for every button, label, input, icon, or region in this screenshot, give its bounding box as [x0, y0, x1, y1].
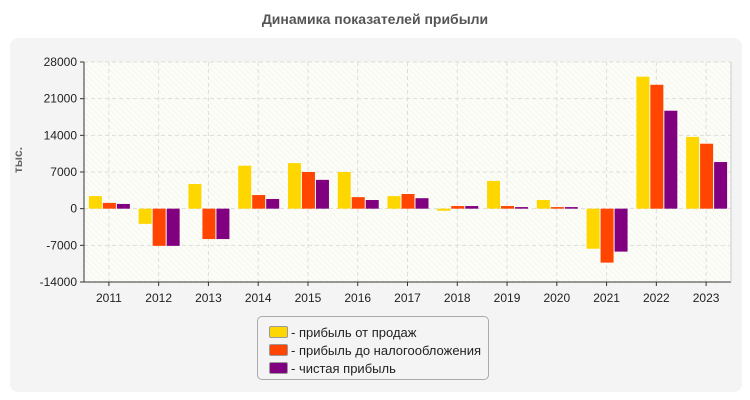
bar [614, 208, 628, 252]
y-tick-label: 7000 [50, 165, 77, 179]
bar [714, 162, 728, 209]
bar [686, 136, 700, 209]
x-tick-label: 2012 [145, 291, 172, 305]
legend: - прибыль от продаж - прибыль до налогоо… [257, 316, 489, 380]
bar [266, 198, 280, 209]
legend-swatch [269, 326, 288, 338]
bar [636, 76, 650, 209]
bar [351, 197, 365, 209]
bar [365, 200, 379, 209]
bar [188, 184, 202, 209]
bar [216, 208, 230, 240]
x-tick-label: 2015 [295, 291, 322, 305]
x-tick-label: 2023 [693, 291, 720, 305]
x-tick-label: 2019 [494, 291, 521, 305]
bar [586, 208, 600, 249]
bar [166, 208, 180, 246]
legend-swatch [269, 362, 288, 374]
bar [287, 163, 301, 209]
bar [102, 202, 116, 209]
bar [564, 207, 578, 209]
bar [487, 180, 501, 209]
bar [152, 208, 166, 246]
bar [301, 172, 315, 209]
x-tick-label: 2013 [195, 291, 222, 305]
y-tick-label: 21000 [44, 92, 78, 106]
bar [600, 208, 614, 263]
bar [415, 198, 429, 209]
chart-title: Динамика показателей прибыли [261, 11, 489, 27]
y-axis-label: тыс. [11, 147, 25, 173]
y-tick-label: 0 [70, 202, 77, 216]
bar [88, 196, 102, 209]
x-tick-label: 2014 [245, 291, 272, 305]
bar [116, 203, 130, 209]
bar [202, 208, 216, 240]
x-tick-label: 2017 [394, 291, 421, 305]
bar [437, 208, 451, 211]
bar [515, 207, 529, 209]
legend-swatch [269, 344, 288, 356]
x-tick-label: 2021 [593, 291, 620, 305]
bar [387, 196, 401, 209]
legend-label: - прибыль до налогообложения [291, 342, 482, 358]
bar [315, 179, 329, 209]
bar [138, 208, 152, 224]
bar [451, 206, 465, 209]
legend-item: - чистая прибыль [258, 359, 488, 377]
x-tick-label: 2020 [543, 291, 570, 305]
bar [252, 195, 266, 209]
bar [700, 143, 714, 209]
bar [501, 206, 515, 209]
bar [536, 200, 550, 209]
bar [238, 165, 252, 209]
y-tick-label: 14000 [44, 128, 78, 142]
bar [337, 172, 351, 209]
y-tick-label: 28000 [44, 55, 78, 69]
y-tick-label: -7000 [46, 238, 77, 252]
legend-label: - прибыль от продаж [291, 324, 417, 340]
bar [664, 110, 678, 209]
x-tick-label: 2022 [643, 291, 670, 305]
y-tick-label: -14000 [40, 275, 78, 289]
bar [650, 84, 664, 209]
bar [550, 207, 564, 209]
legend-item: - прибыль от продаж [258, 323, 488, 341]
x-tick-label: 2016 [344, 291, 371, 305]
bar [401, 194, 415, 209]
x-tick-label: 2011 [96, 291, 122, 305]
legend-item: - прибыль до налогообложения [258, 341, 488, 359]
legend-label: - чистая прибыль [291, 360, 396, 376]
bar [465, 206, 479, 209]
x-tick-label: 2018 [444, 291, 471, 305]
